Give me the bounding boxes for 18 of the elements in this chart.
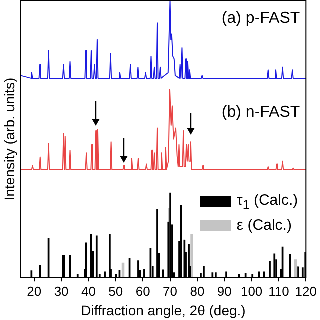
legend-label: τ$_{1}$ (Calc.) — [236, 192, 298, 212]
x-tick-label: 120 — [295, 284, 318, 299]
y-axis-title: Intensity (arb. units) — [1, 78, 18, 201]
x-tick-label: 100 — [240, 284, 263, 299]
bar — [190, 234, 194, 278]
x-axis-title: Diffraction angle, 2θ (deg.) — [81, 302, 246, 318]
x-tick-label: 20 — [27, 284, 42, 299]
x-tick-label: 60 — [136, 284, 150, 299]
x-tick-label: 80 — [190, 284, 205, 299]
annotation: (b) n-FAST — [222, 104, 300, 122]
legend-label: ε (Calc.) — [236, 216, 292, 234]
x-tick-label: 90 — [217, 284, 232, 299]
annotation: (a) p-FAST — [222, 10, 300, 28]
x-tick-label: 40 — [82, 284, 96, 299]
x-tick-label: 30 — [54, 284, 69, 299]
x-tick-label: 50 — [108, 284, 124, 299]
x-tick-label: 70 — [163, 284, 178, 299]
x-tick-label: 110 — [268, 284, 290, 299]
